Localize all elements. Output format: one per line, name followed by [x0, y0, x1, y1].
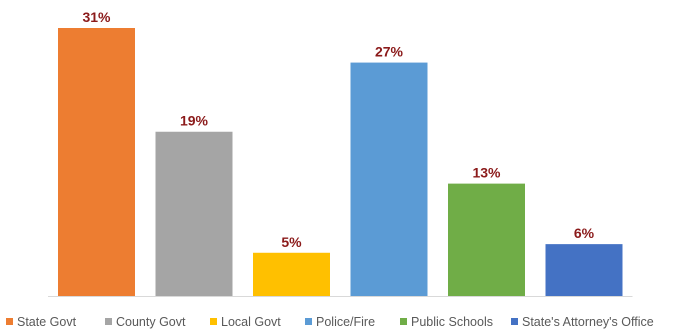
legend-label-local-govt: Local Govt: [221, 315, 281, 329]
legend-swatch-local-govt: [210, 318, 217, 325]
data-label-state-govt: 31%: [82, 9, 111, 25]
data-label-public-schools: 13%: [472, 165, 501, 181]
legend: State Govt County Govt Local Govt Police/Fi…: [6, 315, 654, 329]
legend-swatch-public-schools: [400, 318, 407, 325]
data-label-police-fire: 27%: [375, 44, 404, 60]
legend-label-public-schools: Public Schools: [411, 315, 493, 329]
bar-public-schools: [448, 183, 525, 296]
data-label-local-govt: 5%: [281, 234, 302, 250]
bar-police-fire: [350, 62, 428, 297]
data-labels-group: 31% 19% 5% 27% 13% 6%: [82, 9, 594, 250]
legend-label-state-s-attorney-s-office: State's Attorney's Office: [522, 315, 654, 329]
legend-label-state-govt: State Govt: [17, 315, 77, 329]
bar-local-govt: [253, 252, 330, 296]
legend-swatch-state-s-attorney-s-office: [511, 318, 518, 325]
legend-label-police-fire: Police/Fire: [316, 315, 375, 329]
legend-swatch-police-fire: [305, 318, 312, 325]
data-label-county-govt: 19%: [180, 113, 209, 129]
bars-group: [58, 28, 623, 297]
bar-state-govt: [58, 28, 135, 296]
bar-state-s-attorney-s-office: [545, 244, 623, 296]
bar-county-govt: [155, 131, 233, 296]
legend-label-county-govt: County Govt: [116, 315, 186, 329]
legend-swatch-county-govt: [105, 318, 112, 325]
legend-swatch-state-govt: [6, 318, 13, 325]
data-label-state-s-attorney-s-office: 6%: [574, 225, 595, 241]
